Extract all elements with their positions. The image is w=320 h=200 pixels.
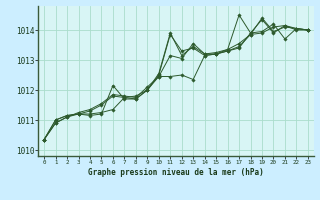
X-axis label: Graphe pression niveau de la mer (hPa): Graphe pression niveau de la mer (hPa) <box>88 168 264 177</box>
